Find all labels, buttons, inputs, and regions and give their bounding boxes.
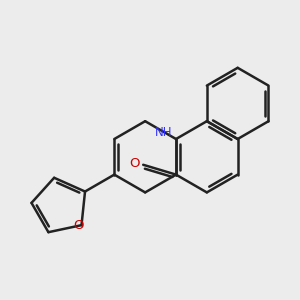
- Text: O: O: [73, 219, 83, 232]
- Text: NH: NH: [155, 126, 172, 139]
- Text: O: O: [130, 157, 140, 170]
